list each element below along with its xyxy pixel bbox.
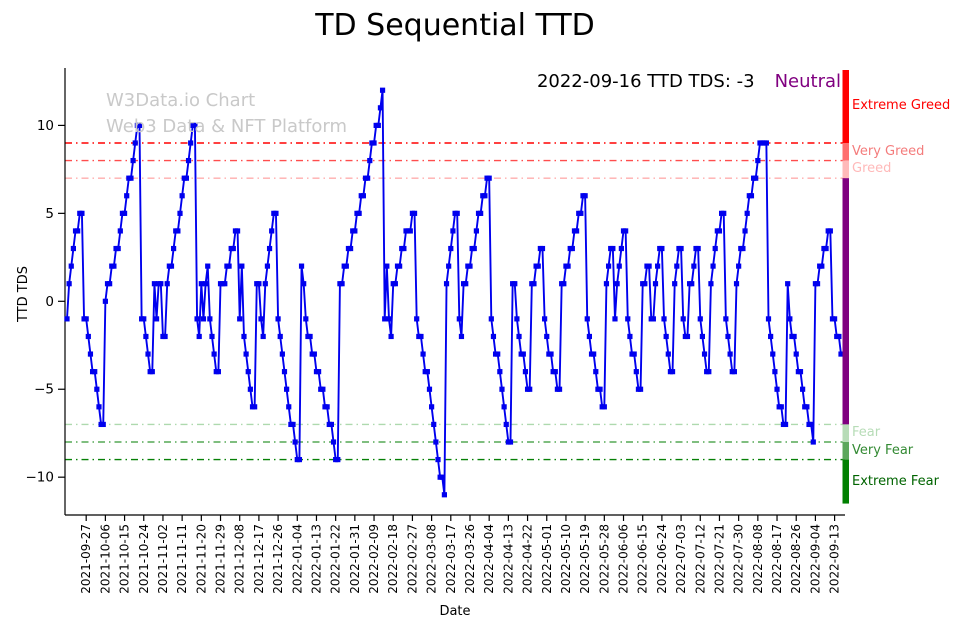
sentiment-zone-very-greed	[842, 142, 849, 161]
y-tick-label: −10	[26, 470, 55, 486]
x-tick-label: 2022-06-15	[636, 524, 650, 594]
sentiment-zone-fear	[842, 424, 849, 443]
x-tick-label: 2021-11-11	[175, 524, 189, 594]
x-tick-label: 2022-08-17	[770, 524, 784, 594]
x-tick-label: 2022-01-31	[348, 524, 362, 594]
x-tick-label: 2022-02-27	[405, 524, 419, 594]
x-tick-label: 2022-05-19	[578, 524, 592, 594]
x-tick-label: 2022-06-06	[617, 524, 631, 594]
x-tick-label: 2022-02-18	[386, 524, 400, 594]
x-tick-label: 2022-03-17	[444, 524, 458, 594]
x-tick-label: 2021-10-15	[118, 524, 132, 594]
annotation: 2022-09-16 TTD TDS: -3 Neutral	[537, 71, 841, 92]
x-tick-label: 2022-05-01	[540, 524, 554, 594]
data-line	[66, 89, 842, 496]
zone-label-extreme-fear: Extreme Fear	[852, 473, 939, 489]
x-tick-label: 2022-02-09	[367, 524, 381, 594]
x-tick-label: 2022-03-26	[463, 524, 477, 594]
sentiment-bar	[842, 70, 849, 504]
zone-label-greed: Greed	[852, 161, 892, 177]
x-tick-label: 2021-09-27	[79, 524, 93, 594]
x-tick-label: 2022-09-13	[828, 524, 842, 594]
sentiment-zone-extreme-fear	[842, 459, 849, 504]
x-tick-label: 2021-11-02	[156, 524, 170, 594]
axes	[64, 68, 845, 516]
x-tick-label: 2022-08-26	[789, 524, 803, 594]
y-axis-ticks: 10 5 0 −5 −10	[26, 118, 65, 486]
x-tick-label: 2021-12-08	[233, 524, 247, 594]
x-tick-label: 2022-09-04	[808, 524, 822, 594]
x-tick-label: 2021-10-06	[98, 524, 112, 594]
x-tick-label: 2021-12-17	[252, 524, 266, 594]
x-tick-label: 2022-08-08	[751, 524, 765, 594]
x-tick-label: 2022-07-12	[693, 524, 707, 594]
x-tick-label: 2022-06-24	[655, 524, 669, 594]
annotation-status: Neutral	[774, 71, 841, 92]
x-axis-tick-labels: 2021-09-27 2021-10-06 2021-10-15 2021-10-24…	[79, 515, 842, 594]
watermark: W3Data.io Chart Web3 Data & NFT Platform	[106, 88, 347, 140]
x-tick-label: 2022-01-22	[329, 524, 343, 594]
zone-label-very-fear: Very Fear	[852, 442, 914, 458]
watermark-line2: Web3 Data & NFT Platform	[106, 116, 348, 137]
x-tick-label: 2022-05-28	[597, 524, 611, 594]
x-tick-label: 2022-01-13	[309, 524, 323, 594]
chart-title: TD Sequential TTD	[315, 8, 595, 43]
annotation-text: 2022-09-16 TTD TDS: -3	[536, 71, 755, 92]
zone-label-fear: Fear	[852, 425, 881, 441]
x-tick-label: 2021-11-29	[214, 524, 228, 594]
y-axis-label: TTD TDS	[16, 266, 31, 322]
data-point-markers	[64, 87, 844, 498]
zone-label-extreme-greed: Extreme Greed	[852, 98, 951, 114]
x-tick-label: 2022-04-04	[482, 524, 496, 594]
y-tick-label: −5	[34, 382, 54, 398]
threshold-lines	[65, 142, 845, 461]
x-axis-label: Date	[439, 604, 471, 619]
sentiment-zone-very-fear	[842, 442, 849, 460]
sentiment-zone-extreme-greed	[842, 70, 849, 143]
y-tick-label: 0	[45, 294, 54, 310]
x-tick-label: 2021-12-26	[271, 524, 285, 594]
x-tick-label: 2022-07-21	[712, 524, 726, 594]
x-tick-label: 2021-11-20	[194, 524, 208, 594]
x-tick-label: 2022-04-22	[521, 524, 535, 594]
x-tick-label: 2022-01-04	[290, 524, 304, 594]
x-tick-label: 2022-03-08	[425, 524, 439, 594]
watermark-line1: W3Data.io Chart	[106, 90, 256, 111]
x-tick-label: 2021-10-24	[137, 524, 151, 594]
x-tick-label: 2022-05-10	[559, 524, 573, 594]
sentiment-zone-neutral	[842, 178, 849, 425]
zone-label-very-greed: Very Greed	[852, 143, 925, 159]
y-tick-label: 5	[45, 206, 54, 222]
x-tick-label: 2022-07-03	[674, 524, 688, 594]
sentiment-zone-greed	[842, 160, 849, 179]
y-tick-label: 10	[37, 118, 54, 134]
x-tick-label: 2022-07-30	[732, 524, 746, 594]
x-tick-label: 2022-04-13	[501, 524, 515, 594]
